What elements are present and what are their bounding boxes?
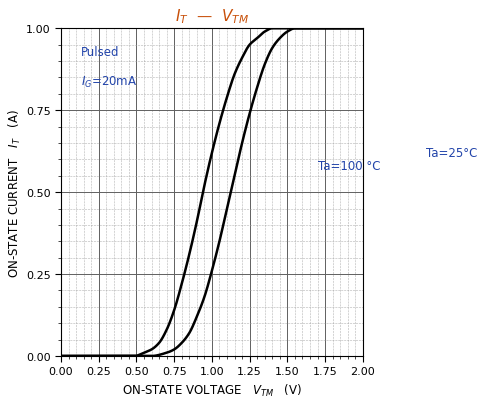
Text: Ta=100 °C: Ta=100 °C bbox=[317, 160, 380, 173]
X-axis label: ON-STATE VOLTAGE   $V_{TM}$   (V): ON-STATE VOLTAGE $V_{TM}$ (V) bbox=[122, 382, 302, 398]
Text: Ta=25°C: Ta=25°C bbox=[426, 147, 477, 160]
Text: $I_G$=20mA: $I_G$=20mA bbox=[80, 75, 137, 90]
Y-axis label: ON-STATE CURRENT   $I_T$   (A): ON-STATE CURRENT $I_T$ (A) bbox=[7, 109, 23, 277]
Title: $I_T$  —  $V_{TM}$: $I_T$ — $V_{TM}$ bbox=[175, 7, 249, 26]
Text: Pulsed: Pulsed bbox=[80, 45, 119, 58]
